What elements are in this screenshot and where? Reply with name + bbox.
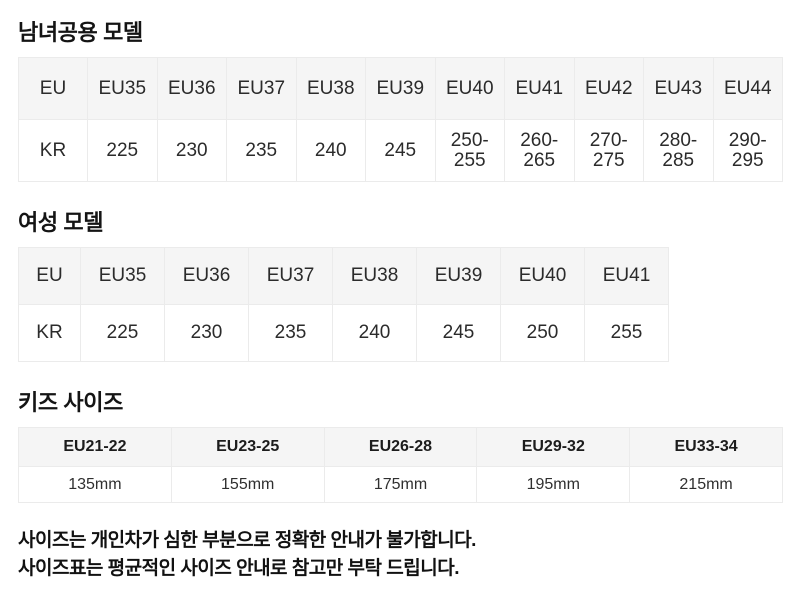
footnote-line-2: 사이즈표는 평균적인 사이즈 안내로 참고만 부탁 드립니다. xyxy=(18,558,459,579)
cell-kr-EU39: 245 xyxy=(416,304,501,362)
unisex-size-table: EU EU35 EU36 EU37 EU38 EU39 EU40 EU41 EU42 EU43 E… xyxy=(18,57,783,182)
cell-eu-EU37: EU37 xyxy=(226,57,297,120)
cell-kr-EU43: 280- 285 xyxy=(643,119,714,182)
cell-eu-EU36: EU36 xyxy=(164,247,249,305)
cell-eu-EU33-34: EU33-34 xyxy=(629,427,783,467)
table-row-kr-women: KR 225 230 235 240 245 250 255 xyxy=(18,304,669,362)
cell-eu-EU29-32: EU29-32 xyxy=(476,427,631,467)
cell-eu-EU35: EU35 xyxy=(87,57,158,120)
row-label-eu: EU xyxy=(18,57,88,120)
cell-kr-EU38: 240 xyxy=(332,304,417,362)
value-line: 250- xyxy=(450,130,489,152)
value-line: 290- xyxy=(728,130,767,152)
value-line: 265 xyxy=(523,149,556,171)
cell-eu-EU38: EU38 xyxy=(295,57,366,120)
cell-eu-EU39: EU39 xyxy=(416,247,501,305)
cell-kr-EU41: 260- 265 xyxy=(504,119,575,182)
cell-kr-EU38: 240 xyxy=(295,119,366,182)
section-title-women: 여성 모델 xyxy=(18,210,104,235)
cell-length-EU33-34: 215mm xyxy=(629,466,783,503)
footnote-line-1: 사이즈는 개인차가 심한 부분으로 정확한 안내가 불가합니다. xyxy=(18,530,476,551)
value-line: 295 xyxy=(731,149,764,171)
cell-eu-EU43: EU43 xyxy=(643,57,714,120)
cell-eu-EU42: EU42 xyxy=(573,57,644,120)
cell-eu-EU38: EU38 xyxy=(332,247,417,305)
table-row-kr-unisex: KR 225 230 235 240 245 250- 255 260- 265 270- 275 2… xyxy=(18,119,783,182)
value-line: 285 xyxy=(662,149,695,171)
cell-length-EU21-22: 135mm xyxy=(18,466,172,503)
cell-length-EU23-25: 155mm xyxy=(170,466,325,503)
cell-length-EU29-32: 195mm xyxy=(476,466,631,503)
section-title-kids: 키즈 사이즈 xyxy=(18,390,123,415)
cell-eu-EU21-22: EU21-22 xyxy=(18,427,172,467)
cell-kr-EU36: 230 xyxy=(156,119,227,182)
cell-eu-EU40: EU40 xyxy=(500,247,585,305)
cell-kr-EU44: 290- 295 xyxy=(712,119,783,182)
cell-length-EU26-28: 175mm xyxy=(323,466,478,503)
cell-kr-EU36: 230 xyxy=(164,304,249,362)
cell-kr-EU40: 250 xyxy=(500,304,585,362)
value-line: 255 xyxy=(453,149,486,171)
table-row-length-kids: 135mm 155mm 175mm 195mm 215mm xyxy=(18,466,783,503)
cell-kr-EU37: 235 xyxy=(248,304,333,362)
footnote: 사이즈는 개인차가 심한 부분으로 정확한 안내가 불가합니다. 사이즈표는 평… xyxy=(18,527,476,583)
cell-kr-EU39: 245 xyxy=(365,119,436,182)
cell-eu-EU41: EU41 xyxy=(584,247,669,305)
cell-eu-EU37: EU37 xyxy=(248,247,333,305)
cell-eu-EU39: EU39 xyxy=(365,57,436,120)
cell-eu-EU36: EU36 xyxy=(156,57,227,120)
cell-eu-EU26-28: EU26-28 xyxy=(323,427,478,467)
row-label-eu: EU xyxy=(18,247,81,305)
value-line: 275 xyxy=(592,149,625,171)
cell-eu-EU41: EU41 xyxy=(504,57,575,120)
cell-kr-EU40: 250- 255 xyxy=(434,119,505,182)
row-label-kr: KR xyxy=(18,119,88,182)
kids-size-table: EU21-22 EU23-25 EU26-28 EU29-32 EU33-34 135m… xyxy=(18,427,783,503)
value-line: 270- xyxy=(589,130,628,152)
row-label-kr: KR xyxy=(18,304,81,362)
cell-kr-EU41: 255 xyxy=(584,304,669,362)
cell-kr-EU37: 235 xyxy=(226,119,297,182)
section-title-unisex: 남녀공용 모델 xyxy=(18,20,143,45)
table-row-eu-unisex: EU EU35 EU36 EU37 EU38 EU39 EU40 EU41 EU42 EU43 E… xyxy=(18,57,783,120)
cell-eu-EU23-25: EU23-25 xyxy=(170,427,325,467)
cell-kr-EU42: 270- 275 xyxy=(573,119,644,182)
cell-eu-EU35: EU35 xyxy=(80,247,165,305)
table-row-eu-women: EU EU35 EU36 EU37 EU38 EU39 EU40 EU41 xyxy=(18,247,669,305)
cell-kr-EU35: 225 xyxy=(87,119,158,182)
cell-eu-EU44: EU44 xyxy=(712,57,783,120)
women-size-table: EU EU35 EU36 EU37 EU38 EU39 EU40 EU41 KR 225 23… xyxy=(18,247,669,362)
value-line: 260- xyxy=(520,130,559,152)
table-row-eu-kids: EU21-22 EU23-25 EU26-28 EU29-32 EU33-34 xyxy=(18,427,783,467)
cell-eu-EU40: EU40 xyxy=(434,57,505,120)
value-line: 280- xyxy=(659,130,698,152)
cell-kr-EU35: 225 xyxy=(80,304,165,362)
